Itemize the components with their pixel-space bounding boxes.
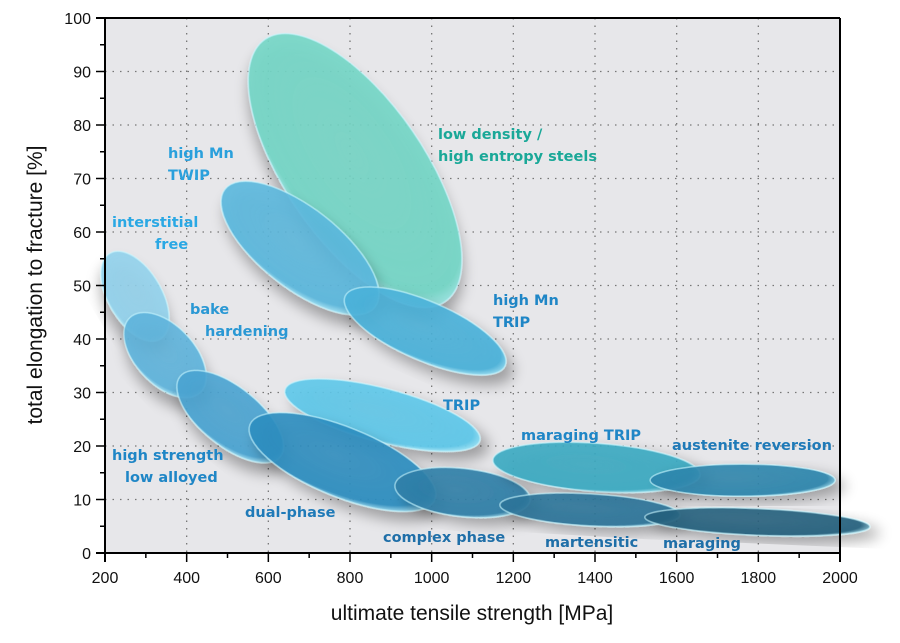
region-labels: low density / high entropy steels high Mn T… <box>112 127 832 552</box>
region-label: TRIP <box>443 398 480 414</box>
region-label: martensitic <box>545 535 638 551</box>
region-label: hardening <box>205 324 288 340</box>
region-label: high entropy steels <box>438 149 597 165</box>
region-label: low density / <box>438 127 543 143</box>
y-tick-label: 60 <box>73 225 91 242</box>
region-ellipse <box>649 463 836 498</box>
y-tick-label: 40 <box>73 332 91 349</box>
region-label: interstitial <box>112 215 198 231</box>
y-tick-label: 100 <box>64 11 91 28</box>
y-tick-label: 50 <box>73 279 91 296</box>
x-tick-label: 2000 <box>822 570 858 587</box>
x-tick-label: 1400 <box>577 570 613 587</box>
region-ellipse <box>644 507 871 537</box>
region-label: TWIP <box>168 168 210 184</box>
y-tick-label: 90 <box>73 65 91 82</box>
y-tick-label: 80 <box>73 118 91 135</box>
x-tick-label: 200 <box>92 570 119 587</box>
region-label: high Mn <box>168 146 234 162</box>
x-tick-label: 400 <box>173 570 200 587</box>
region-label: maraging <box>663 536 741 552</box>
y-tick-label: 10 <box>73 493 91 510</box>
region-label: high strength <box>112 448 224 464</box>
y-tick-label: 0 <box>82 546 91 563</box>
x-axis-label: ultimate tensile strength [MPa] <box>331 602 613 625</box>
y-tick-label: 30 <box>73 386 91 403</box>
x-tick-label: 1200 <box>496 570 532 587</box>
x-tick-label: 600 <box>255 570 282 587</box>
region-label: austenite reversion <box>672 438 832 454</box>
x-tick-label: 1000 <box>414 570 450 587</box>
y-tick-label: 20 <box>73 439 91 456</box>
region-ellipse <box>343 286 507 376</box>
axes: 200 400 600 800 1000 1200 1400 1600 1800 2000 0 10 2… <box>64 11 858 587</box>
x-tick-label: 1800 <box>741 570 777 587</box>
region-label: complex phase <box>383 530 505 546</box>
region-label: low alloyed <box>125 470 218 486</box>
region-label: free <box>155 237 188 253</box>
region-label: dual-phase <box>245 505 336 521</box>
region-label: bake <box>190 302 229 318</box>
region-label: TRIP <box>493 315 530 331</box>
x-tick-label: 800 <box>337 570 364 587</box>
region-label: maraging TRIP <box>521 428 641 444</box>
region-label: high Mn <box>493 293 559 309</box>
regions <box>100 32 871 537</box>
y-axis-label: total elongation to fracture [%] <box>24 146 47 425</box>
x-tick-label: 1600 <box>659 570 695 587</box>
y-tick-label: 70 <box>73 172 91 189</box>
